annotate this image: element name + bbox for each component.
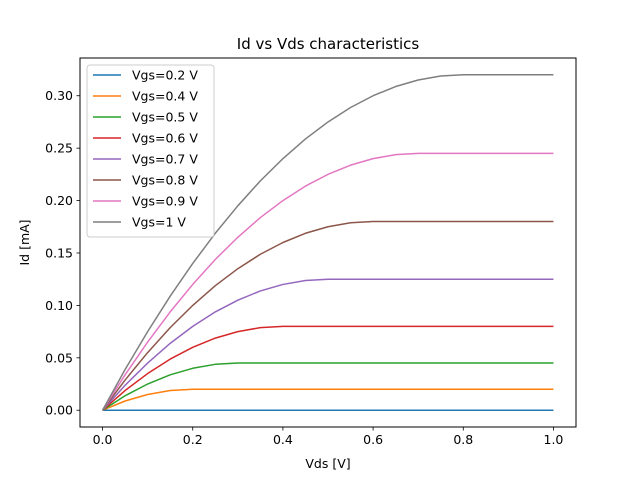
series-line-2 bbox=[102, 362, 554, 411]
x-axis-label: Vds [V] bbox=[305, 456, 350, 471]
x-tick-label: 1.0 bbox=[544, 432, 564, 447]
y-axis-label: Id [mA] bbox=[17, 219, 32, 265]
y-axis: 0.00 0.05 0.10 0.15 0.20 0.25 0.30 bbox=[45, 88, 80, 418]
legend-label-7: Vgs=1 V bbox=[132, 215, 186, 230]
y-tick-label: 0.25 bbox=[45, 141, 73, 156]
x-tick-label: 0.8 bbox=[453, 432, 473, 447]
y-tick-label: 0.30 bbox=[45, 88, 73, 103]
series-line-5 bbox=[101, 220, 554, 411]
legend-label-1: Vgs=0.4 V bbox=[132, 89, 198, 104]
plot-frame bbox=[79, 57, 577, 428]
x-tick-label: 0.6 bbox=[363, 432, 383, 447]
series-line-3 bbox=[102, 325, 554, 411]
x-tick-label: 0.0 bbox=[93, 432, 113, 447]
chart-title: Id vs Vds characteristics bbox=[237, 35, 420, 53]
series-line-4 bbox=[101, 278, 554, 411]
x-tick-label: 0.2 bbox=[183, 432, 203, 447]
y-tick-label: 0.05 bbox=[45, 350, 73, 365]
legend: Vgs=0.2 V Vgs=0.4 V Vgs=0.5 V Vgs=0.6 V Vgs=… bbox=[86, 64, 215, 238]
legend-label-3: Vgs=0.6 V bbox=[132, 131, 198, 146]
legend-label-6: Vgs=0.9 V bbox=[132, 194, 198, 209]
series-line-7 bbox=[101, 74, 554, 411]
legend-label-2: Vgs=0.5 V bbox=[132, 110, 198, 125]
x-tick-label: 0.4 bbox=[273, 432, 293, 447]
y-tick-label: 0.20 bbox=[45, 193, 73, 208]
y-tick-label: 0.10 bbox=[45, 298, 73, 313]
series-layer bbox=[101, 74, 554, 411]
series-line-6 bbox=[101, 152, 554, 411]
series-line-1 bbox=[102, 388, 554, 411]
x-axis: 0.0 0.2 0.4 0.6 0.8 1.0 bbox=[93, 427, 564, 447]
legend-label-0: Vgs=0.2 V bbox=[132, 68, 198, 83]
y-tick-label: 0.15 bbox=[45, 245, 73, 260]
legend-label-5: Vgs=0.8 V bbox=[132, 173, 198, 188]
legend-box bbox=[86, 64, 215, 238]
y-tick-label: 0.00 bbox=[45, 403, 73, 418]
legend-label-4: Vgs=0.7 V bbox=[132, 152, 198, 167]
